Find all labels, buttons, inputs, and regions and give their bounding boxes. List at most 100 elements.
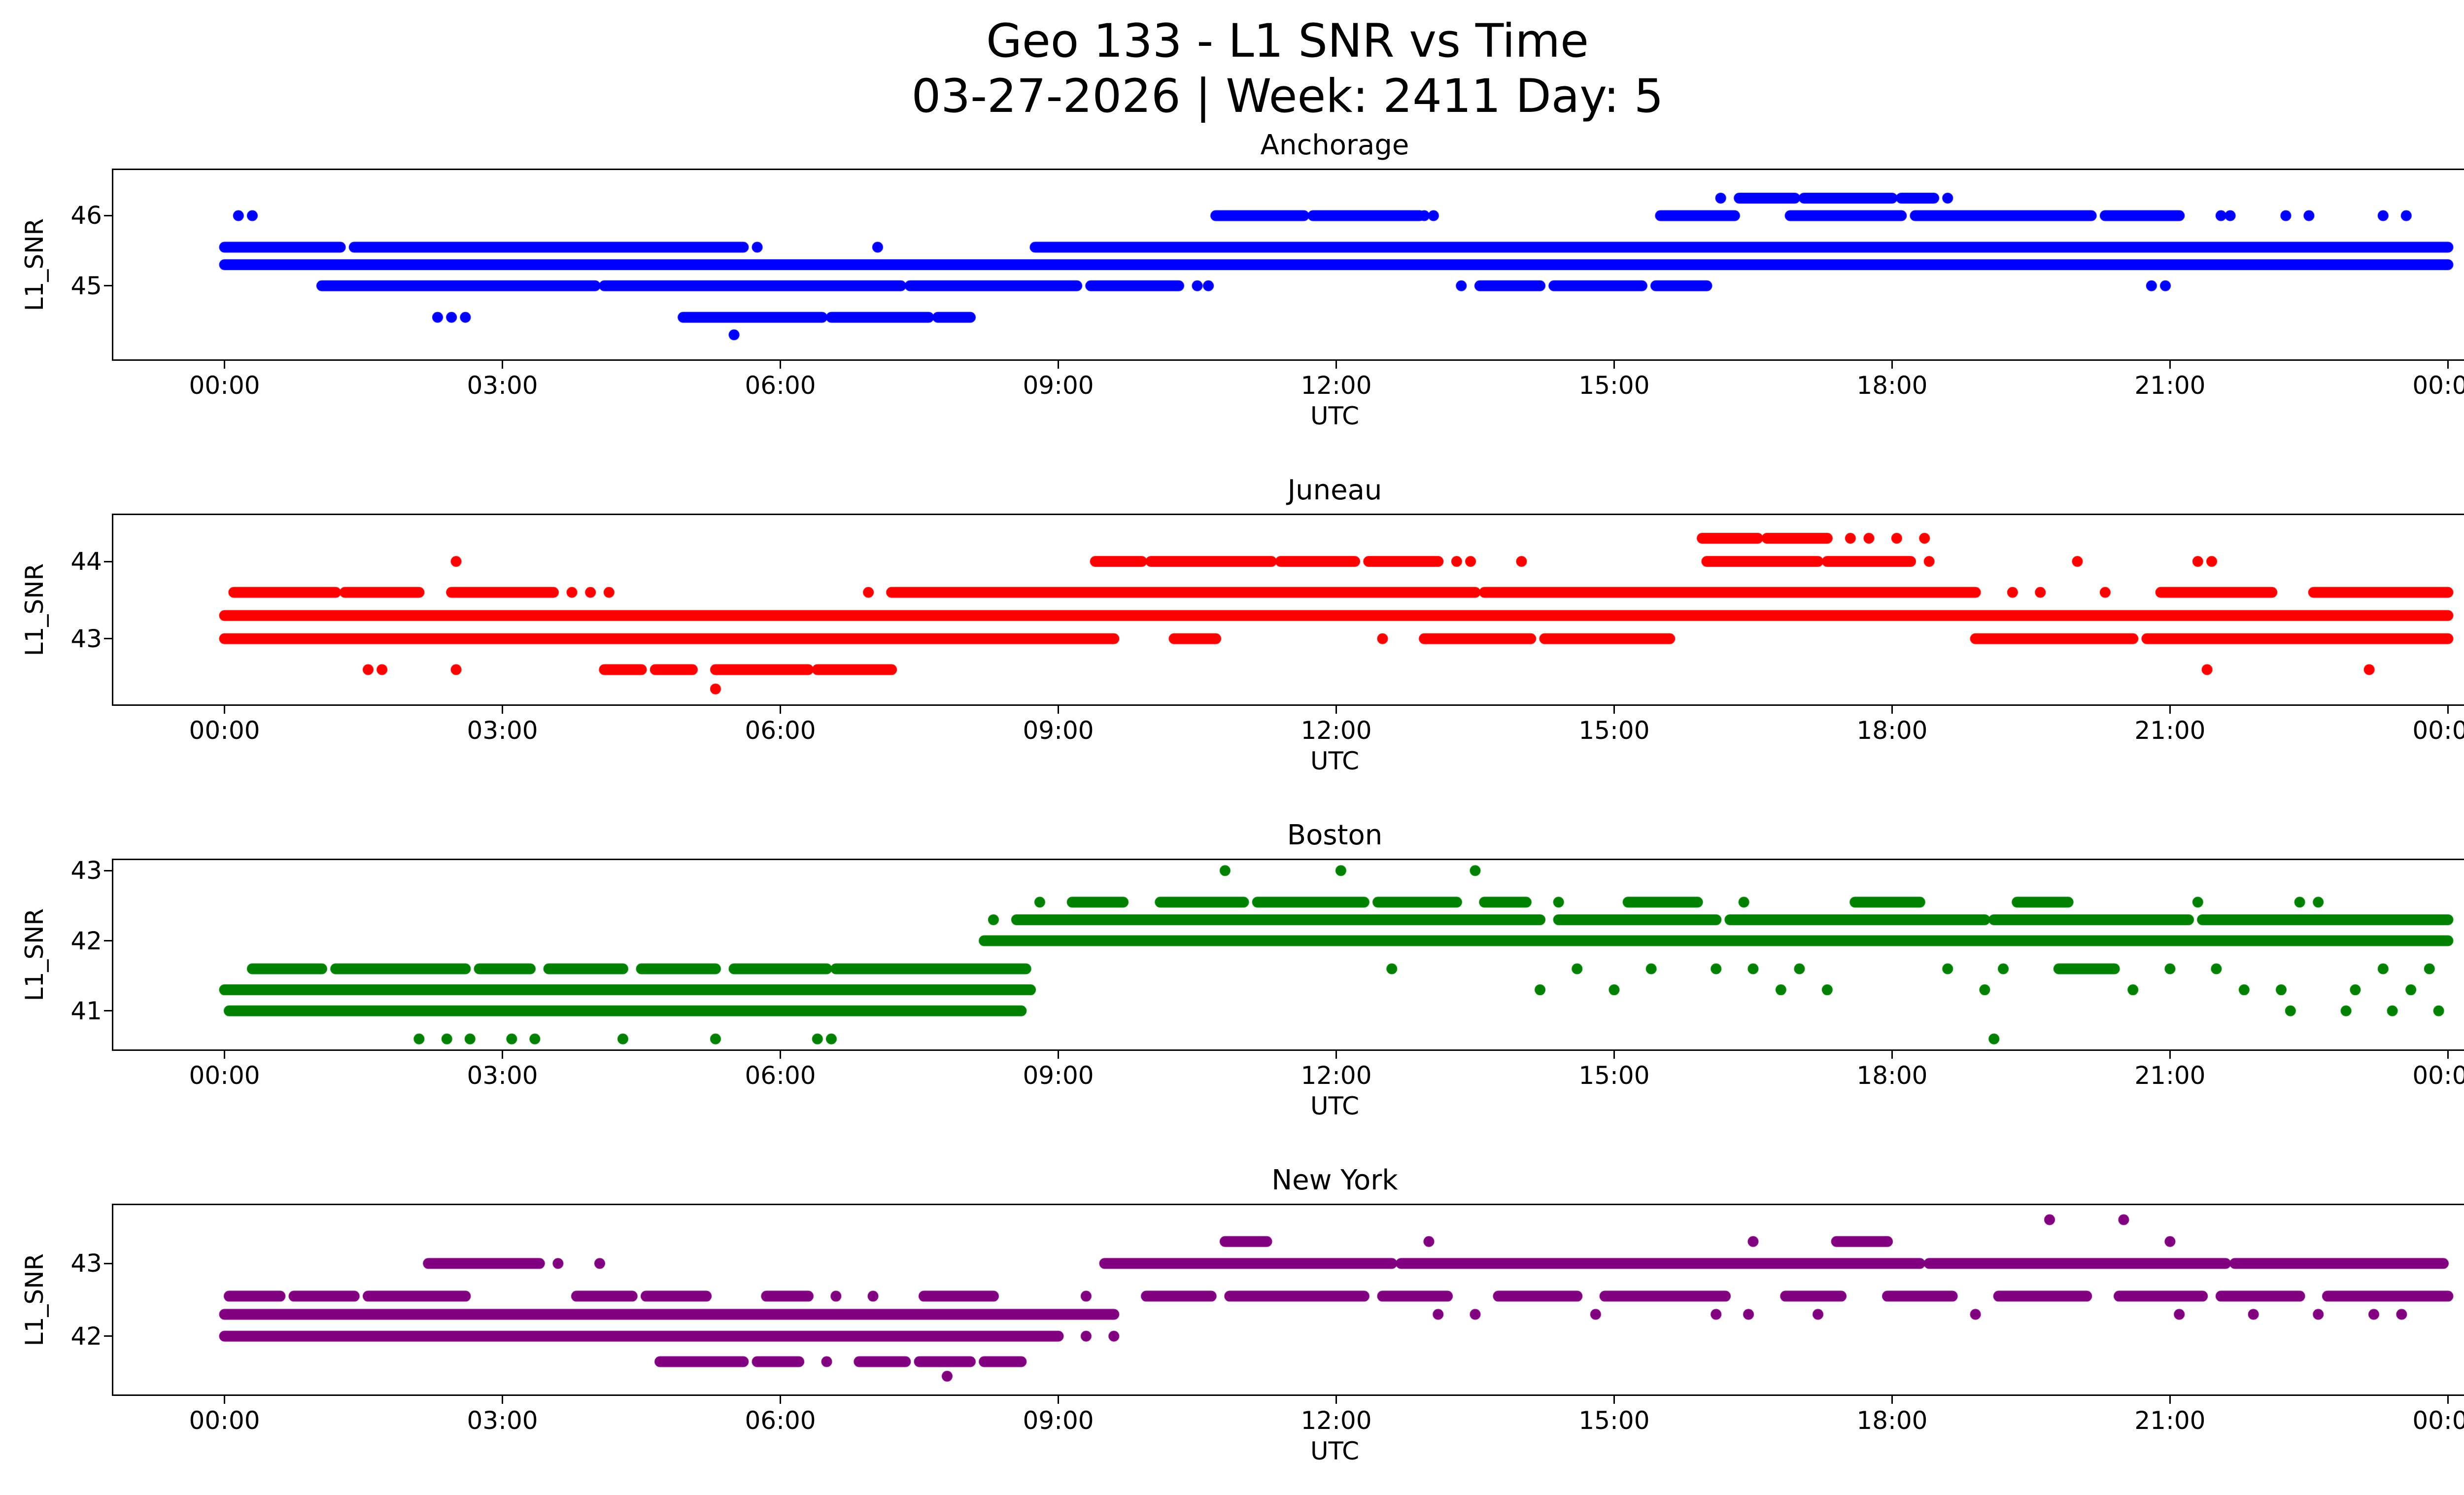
x-tick-label: 09:00 — [1023, 1061, 1094, 1090]
y-tick-label: 46 — [70, 201, 102, 230]
plot-area: L1_SNR 43 42 41 00:00 03:00 06:00 09:00 12:00 15:… — [0, 856, 2464, 1090]
y-tick-mark — [104, 1335, 112, 1337]
x-tick-mark — [1891, 1051, 1893, 1059]
x-tick-label: 00:00 — [2412, 1061, 2464, 1090]
subplot-new-york: New York L1_SNR 43 42 00:00 03:00 06:00 09:00 12… — [0, 1164, 2464, 1465]
subplot-title: New York — [1271, 1164, 1398, 1196]
x-tick-label: 00:00 — [2412, 1406, 2464, 1435]
x-axis-label-row: UTC — [112, 1437, 2464, 1465]
x-tick-mark — [1058, 361, 1060, 369]
y-tick-mark — [104, 940, 112, 942]
x-tick-label: 06:00 — [745, 1061, 816, 1090]
x-tick-mark — [1613, 706, 1615, 714]
x-tick-mark — [1058, 706, 1060, 714]
x-tick-label: 03:00 — [467, 1406, 538, 1435]
x-tick-mark — [1335, 1051, 1337, 1059]
x-tick-mark — [1891, 706, 1893, 714]
x-tick-mark — [780, 1396, 782, 1404]
x-tick-label: 00:00 — [189, 371, 260, 400]
x-tick-label: 18:00 — [1856, 1406, 1928, 1435]
x-tick-label: 09:00 — [1023, 1406, 1094, 1435]
x-tick-mark — [1891, 1396, 1893, 1404]
x-tick-mark — [1613, 361, 1615, 369]
x-tick-mark — [224, 1396, 226, 1404]
y-tick-mark — [104, 638, 112, 640]
y-tick-mark — [104, 560, 112, 562]
x-tick-label: 18:00 — [1856, 716, 1928, 745]
x-tick-mark — [2169, 706, 2171, 714]
x-axis-label: UTC — [1310, 1092, 1360, 1120]
x-tick-label: 00:00 — [2412, 371, 2464, 400]
x-tick-label: 09:00 — [1023, 371, 1094, 400]
x-tick-label: 21:00 — [2134, 1406, 2206, 1435]
x-tick-label: 06:00 — [745, 716, 816, 745]
x-axis-label-row: UTC — [112, 402, 2464, 430]
x-tick-label: 00:00 — [189, 1406, 260, 1435]
axes-frame — [112, 169, 2464, 361]
x-tick-label: 00:00 — [2412, 716, 2464, 745]
subplot-title: Anchorage — [1260, 129, 1409, 161]
x-tick-mark — [2169, 361, 2171, 369]
x-tick-label: 03:00 — [467, 1061, 538, 1090]
x-tick-label: 15:00 — [1578, 716, 1650, 745]
y-tick-label: 45 — [70, 271, 102, 300]
y-tick-label: 43 — [70, 624, 102, 653]
x-tick-label: 15:00 — [1578, 1061, 1650, 1090]
plot-area: L1_SNR 43 42 00:00 03:00 06:00 09:00 12:00 15:00… — [0, 1204, 2464, 1435]
y-tick-mark — [104, 1262, 112, 1264]
y-tick-label: 43 — [70, 1249, 102, 1278]
scatter-canvas-new-york — [113, 1205, 2464, 1394]
x-tick-mark — [780, 1051, 782, 1059]
y-tick-mark — [104, 1010, 112, 1012]
x-tick-label: 12:00 — [1300, 1061, 1372, 1090]
x-tick-label: 12:00 — [1300, 716, 1372, 745]
x-tick-label: 15:00 — [1578, 371, 1650, 400]
y-tick-label: 42 — [70, 1321, 102, 1351]
figure-title: Geo 133 - L1 SNR vs Time — [986, 14, 1589, 68]
x-tick-label: 03:00 — [467, 716, 538, 745]
x-tick-label: 00:00 — [189, 716, 260, 745]
axes-frame — [112, 1204, 2464, 1396]
x-tick-label: 00:00 — [189, 1061, 260, 1090]
x-tick-mark — [1613, 1396, 1615, 1404]
y-tick-label: 43 — [70, 856, 102, 885]
x-tick-mark — [780, 706, 782, 714]
y-tick-mark — [104, 869, 112, 871]
x-axis-label: UTC — [1310, 402, 1360, 430]
plot-area: L1_SNR 46 45 00:00 03:00 06:00 09:00 12:00 15:00… — [0, 169, 2464, 400]
x-tick-mark — [1058, 1396, 1060, 1404]
x-tick-mark — [224, 361, 226, 369]
x-tick-mark — [1058, 1051, 1060, 1059]
x-tick-label: 12:00 — [1300, 371, 1372, 400]
axes-frame — [112, 514, 2464, 706]
scatter-canvas-anchorage — [113, 170, 2464, 359]
y-tick-label: 41 — [70, 996, 102, 1025]
x-tick-label: 18:00 — [1856, 1061, 1928, 1090]
x-tick-mark — [2447, 361, 2449, 369]
x-axis-label-row: UTC — [112, 1092, 2464, 1120]
x-tick-label: 18:00 — [1856, 371, 1928, 400]
x-tick-mark — [1335, 361, 1337, 369]
x-tick-label: 15:00 — [1578, 1406, 1650, 1435]
y-tick-mark — [104, 285, 112, 287]
plot-area: L1_SNR 44 43 00:00 03:00 06:00 09:00 12:00 15:00… — [0, 514, 2464, 745]
x-tick-label: 09:00 — [1023, 716, 1094, 745]
scatter-canvas-juneau — [113, 515, 2464, 704]
x-tick-mark — [2447, 706, 2449, 714]
x-tick-label: 03:00 — [467, 371, 538, 400]
x-tick-mark — [224, 1051, 226, 1059]
x-tick-mark — [224, 706, 226, 714]
x-tick-mark — [2169, 1396, 2171, 1404]
subplot-title: Juneau — [1287, 474, 1382, 506]
x-tick-mark — [1891, 361, 1893, 369]
figure-subtitle: 03-27-2026 | Week: 2411 Day: 5 — [911, 70, 1664, 123]
x-tick-mark — [1613, 1051, 1615, 1059]
x-tick-mark — [780, 361, 782, 369]
axes-frame — [112, 859, 2464, 1051]
x-tick-label: 06:00 — [745, 1406, 816, 1435]
x-tick-label: 21:00 — [2134, 371, 2206, 400]
subplot-juneau: Juneau L1_SNR 44 43 00:00 03:00 06:00 09:00 12:0… — [0, 474, 2464, 775]
figure-header: Geo 133 - L1 SNR vs Time 03-27-2026 | We… — [0, 0, 2464, 124]
subplot-anchorage: Anchorage L1_SNR 46 45 00:00 03:00 06:00 09:00 1… — [0, 129, 2464, 430]
x-tick-label: 21:00 — [2134, 1061, 2206, 1090]
